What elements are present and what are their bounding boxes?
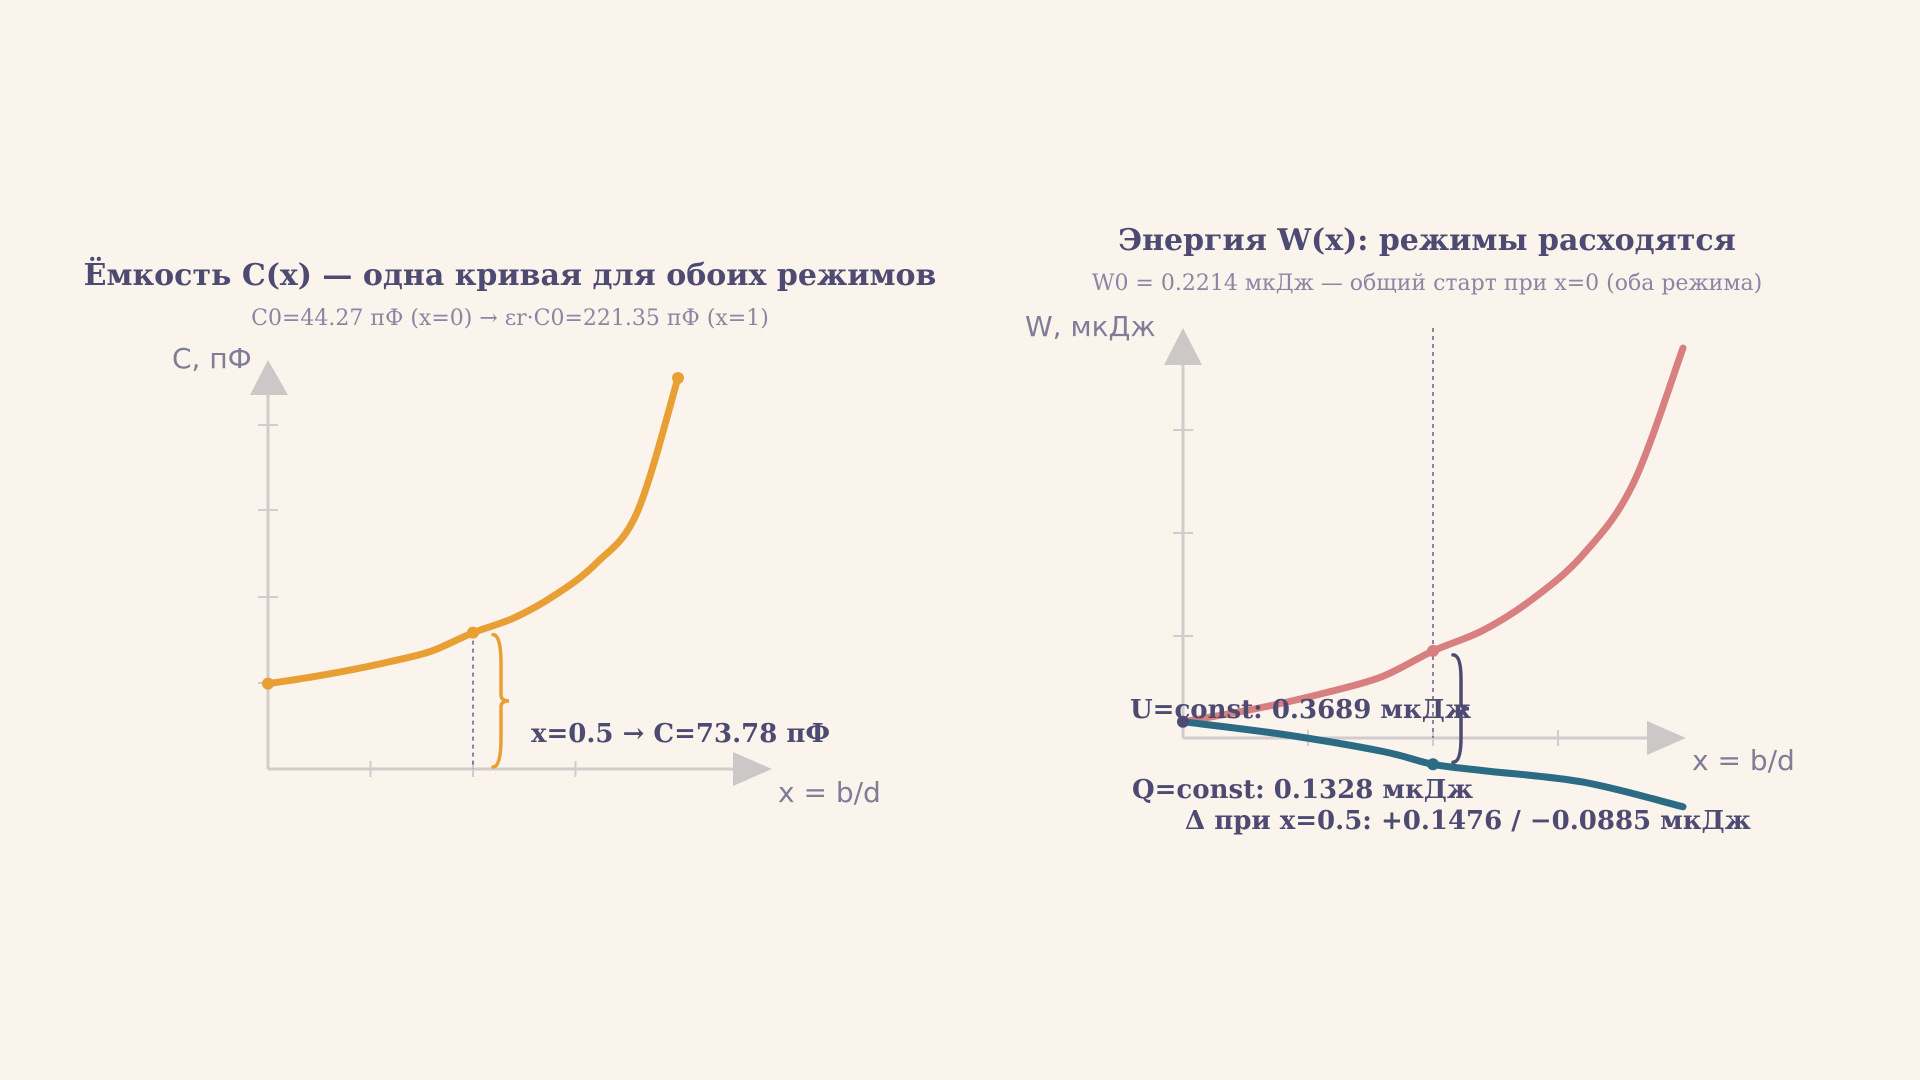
chart2-title: Энергия W(x): режимы расходятся bbox=[1118, 223, 1736, 258]
chart2-point-u bbox=[1427, 644, 1439, 657]
chart1-annotation: x=0.5 → C=73.78 пФ bbox=[531, 719, 830, 749]
chart1-x-arrow bbox=[733, 752, 772, 786]
chart2-x-arrow bbox=[1647, 721, 1686, 755]
chart2-points bbox=[1177, 644, 1439, 771]
chart2-delta-label: Δ при x=0.5: +0.1476 / −0.0885 мкДж bbox=[1185, 806, 1751, 836]
chart2-y-label: W, мкДж bbox=[1025, 310, 1156, 343]
chart2-x-label: x = b/d bbox=[1692, 744, 1795, 777]
chart1-y-label: C, пФ bbox=[172, 342, 252, 375]
chart2-start-point bbox=[1177, 715, 1189, 728]
chart1-point bbox=[262, 677, 274, 690]
chart1-brace bbox=[491, 632, 510, 769]
capacitance-chart: Ёмкость C(x) — одна кривая для обоих реж… bbox=[84, 256, 937, 809]
chart1-series-line bbox=[264, 374, 682, 688]
chart2-series-u-label: U=const: 0.3689 мкДж bbox=[1130, 695, 1471, 725]
chart1-subtitle: C0=44.27 пФ (x=0) → εr·C0=221.35 пФ (x=1… bbox=[251, 306, 769, 331]
chart2-y-ticks bbox=[1173, 429, 1193, 637]
chart1-y-arrow bbox=[250, 360, 288, 395]
chart1-title: Ёмкость C(x) — одна кривая для обоих реж… bbox=[84, 256, 937, 293]
chart2-subtitle: W0 = 0.2214 мкДж — общий старт при x=0 (… bbox=[1092, 271, 1762, 296]
chart1-point bbox=[467, 626, 479, 639]
chart2-series-u-line bbox=[1179, 344, 1687, 726]
chart1-points bbox=[262, 372, 684, 690]
chart2-series-q-label: Q=const: 0.1328 мкДж bbox=[1132, 775, 1473, 805]
energy-chart: Энергия W(x): режимы расходятся W0 = 0.2… bbox=[1025, 223, 1795, 836]
chart2-brace bbox=[1451, 653, 1470, 765]
chart1-point bbox=[672, 372, 684, 384]
chart2-y-arrow bbox=[1164, 328, 1202, 365]
chart1-x-label: x = b/d bbox=[778, 776, 881, 809]
chart2-point-q bbox=[1427, 758, 1439, 771]
